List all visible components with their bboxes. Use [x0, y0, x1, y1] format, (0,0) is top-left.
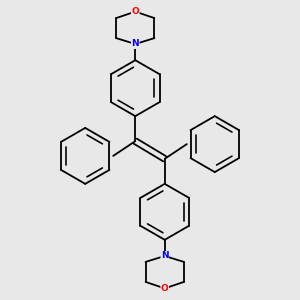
Text: N: N [161, 251, 169, 260]
Text: N: N [131, 40, 139, 49]
Text: O: O [131, 7, 139, 16]
Text: O: O [161, 284, 169, 293]
